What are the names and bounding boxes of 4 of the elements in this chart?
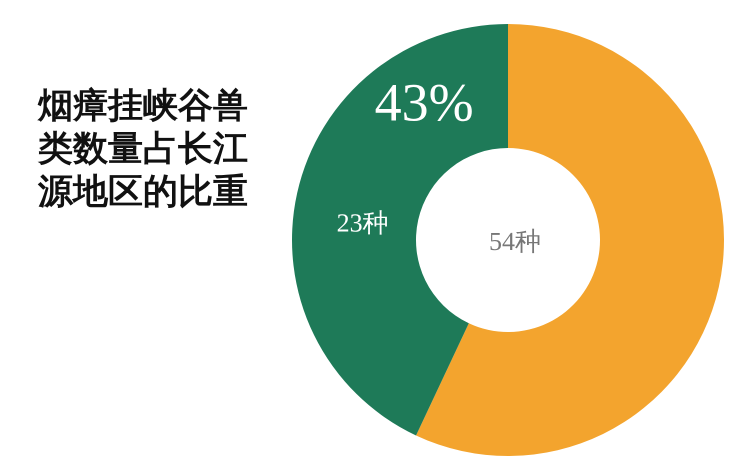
data-label: 43% xyxy=(374,72,474,132)
text: 23种 xyxy=(336,208,389,238)
text: 烟瘴挂峡谷兽类数量占长江源地区的比重 xyxy=(36,85,248,214)
text: 54种 xyxy=(489,227,541,256)
